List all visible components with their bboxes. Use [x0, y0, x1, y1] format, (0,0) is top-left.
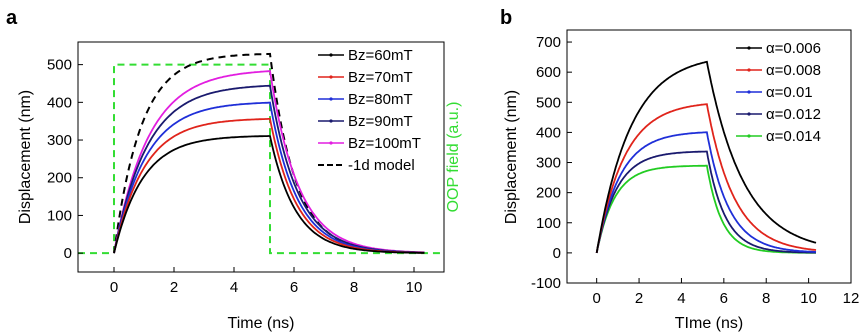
- panel-a-label: a: [6, 7, 18, 29]
- x-tick-label: 8: [350, 279, 358, 296]
- legend-marker-4: [329, 141, 333, 145]
- x-tick-label: 0: [592, 290, 600, 307]
- legend-marker-0: [329, 53, 333, 57]
- x-tick-label: 4: [230, 279, 238, 296]
- y-tick-label: 700: [536, 34, 561, 51]
- panel-b-x-ticks: 0 2 4 6 8 10 12: [592, 278, 859, 307]
- legend-marker-2: [329, 97, 333, 101]
- y-tick-label: 200: [47, 170, 72, 187]
- panel-a-y2-axis-label: OOP field (a.u.): [445, 102, 462, 213]
- legend-label-1: Bz=70mT: [348, 69, 413, 86]
- legend-label-5: -1d model: [348, 157, 415, 174]
- panel-a-y-axis-label: Displacement (nm): [17, 90, 34, 224]
- panel-b: b 0 2 4 6 8 10 12 -100 0 100 200 300 400 500 600 700 T…: [500, 7, 859, 332]
- y-tick-label: -100: [531, 275, 561, 292]
- panel-a-legend: Bz=60mT Bz=70mT Bz=80mT Bz=90mT Bz=100mT -1d …: [318, 47, 421, 174]
- y-tick-label: 400: [536, 124, 561, 141]
- legend-label-3: Bz=90mT: [348, 113, 413, 130]
- panel-b-x-axis-label: TIme (ns): [675, 315, 743, 332]
- series-line-1: [595, 103, 817, 254]
- panel-b-label: b: [500, 7, 512, 29]
- y-tick-label: 0: [64, 245, 72, 262]
- panel-a-plot-area: [78, 52, 444, 255]
- panel-b-y-axis-label: Displacement (nm): [503, 90, 520, 224]
- x-tick-label: 8: [762, 290, 770, 307]
- y-tick-label: 600: [536, 64, 561, 81]
- y-tick-label: 100: [536, 215, 561, 232]
- y-tick-label: 200: [536, 185, 561, 202]
- x-tick-label: 6: [290, 279, 298, 296]
- panel-a-x-axis-label: Time (ns): [228, 315, 295, 332]
- x-tick-label: 10: [800, 290, 817, 307]
- panel-a-frame: [77, 41, 445, 273]
- panel-a-x-ticks: 0 2 4 6 8 10: [110, 267, 423, 296]
- panel-a: a 0 2 4 6 8 10 0 100 200 300 400 500 Time (ns) Dis…: [6, 7, 462, 332]
- legend-marker-3: [329, 119, 333, 123]
- legend-label-2: Bz=80mT: [348, 91, 413, 108]
- legend-marker-2: [747, 90, 751, 94]
- legend-label-0: α=0.006: [766, 40, 821, 57]
- legend-label-2: α=0.01: [766, 84, 813, 101]
- y-tick-label: 400: [47, 94, 72, 111]
- legend-marker-0: [747, 46, 751, 50]
- y-tick-label: 500: [536, 94, 561, 111]
- y-tick-label: 500: [47, 57, 72, 74]
- legend-label-4: α=0.014: [766, 128, 821, 145]
- series-line-4: [595, 164, 816, 254]
- series-line-2: [595, 131, 817, 254]
- panel-b-y-ticks: -100 0 100 200 300 400 500 600 700: [531, 34, 572, 292]
- panel-a-y-ticks: 0 100 200 300 400 500: [47, 57, 83, 262]
- y-tick-label: 0: [553, 245, 561, 262]
- legend-label-1: α=0.008: [766, 62, 821, 79]
- y-tick-label: 300: [47, 132, 72, 149]
- legend-label-4: Bz=100mT: [348, 135, 421, 152]
- legend-marker-1: [329, 75, 333, 79]
- legend-marker-1: [747, 68, 751, 72]
- x-tick-label: 12: [843, 290, 860, 307]
- legend-marker-3: [747, 112, 751, 116]
- series-line-0: [595, 60, 817, 254]
- legend-marker-4: [747, 134, 751, 138]
- panel-b-plot-area: [595, 60, 817, 254]
- y-tick-label: 100: [47, 207, 72, 224]
- x-tick-label: 0: [110, 279, 118, 296]
- panel-b-legend: α=0.006 α=0.008 α=0.01 α=0.012 α=0.014: [736, 40, 821, 145]
- legend-label-3: α=0.012: [766, 106, 821, 123]
- oop-field-pulse-line: [78, 63, 444, 255]
- series-line-3: [595, 150, 816, 254]
- x-tick-label: 6: [720, 290, 728, 307]
- x-tick-label: 2: [635, 290, 643, 307]
- x-tick-label: 2: [170, 279, 178, 296]
- panel-b-frame: [566, 29, 852, 284]
- y-tick-label: 300: [536, 155, 561, 172]
- x-tick-label: 4: [677, 290, 685, 307]
- x-tick-label: 10: [406, 279, 423, 296]
- legend-label-0: Bz=60mT: [348, 47, 413, 64]
- series-line-0: [113, 135, 425, 254]
